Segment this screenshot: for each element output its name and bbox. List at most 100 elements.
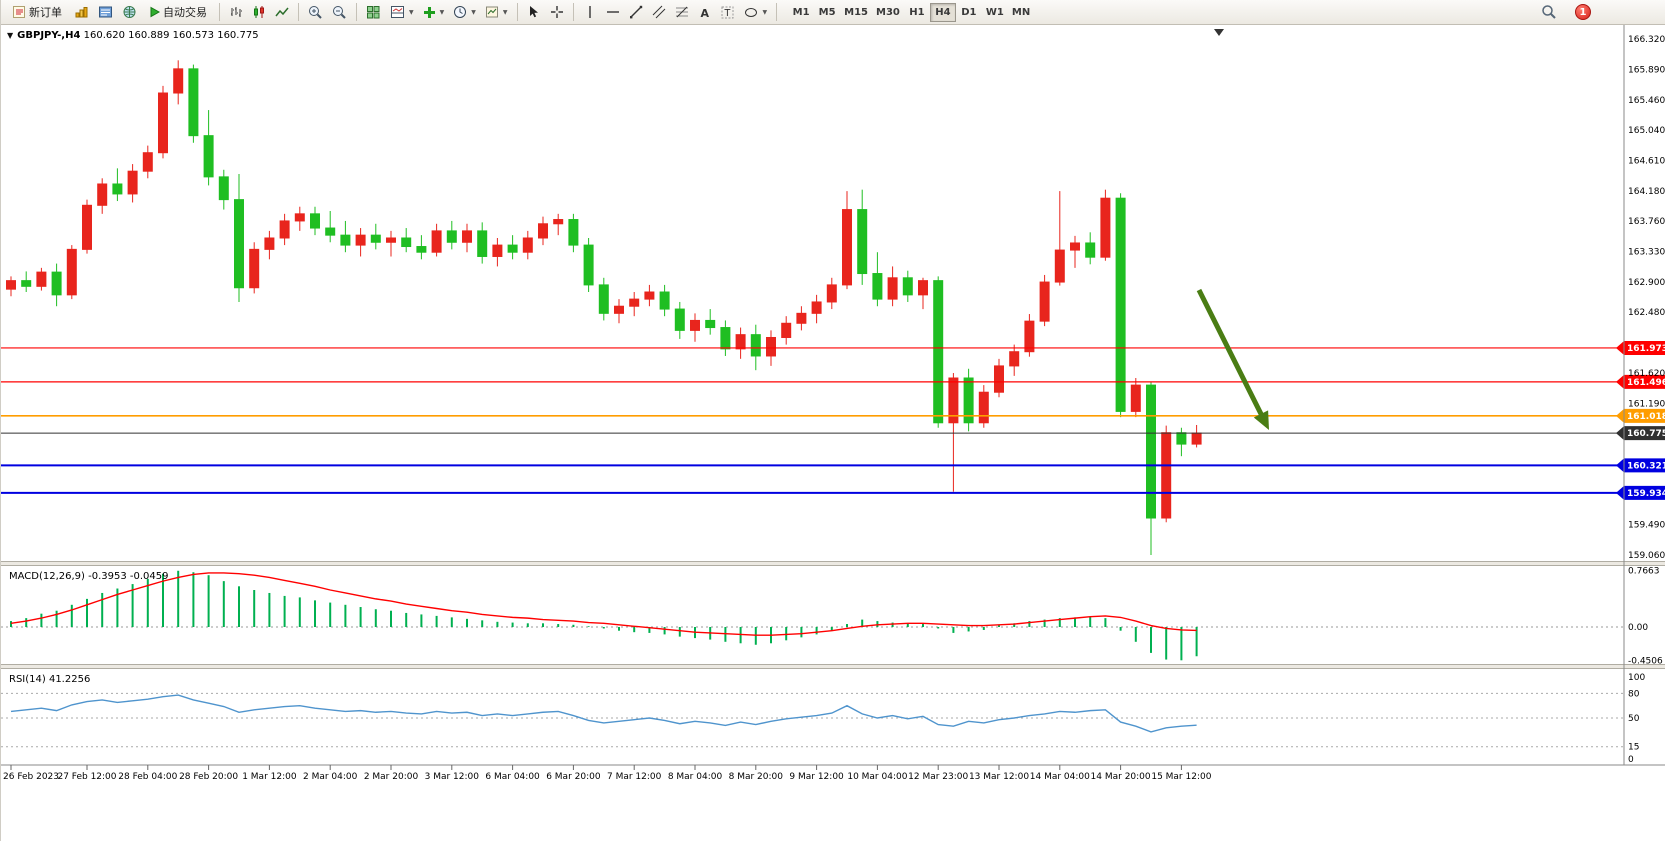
- bar-chart-icon: [231, 7, 242, 17]
- macd-axis-tick: 0.7663: [1628, 566, 1660, 576]
- macd-axis-tick: 0.00: [1628, 623, 1648, 633]
- candle: [644, 284, 655, 307]
- zoom-out-button[interactable]: [328, 2, 351, 23]
- dropdown-caret-icon: ▼: [409, 8, 414, 16]
- pane-separator[interactable]: [1, 664, 1665, 669]
- price-axis-tick: 165.040: [1628, 126, 1665, 136]
- candle: [446, 220, 457, 250]
- time-axis-label: 7 Mar 12:00: [607, 772, 662, 782]
- timeframe-w1-button[interactable]: W1: [982, 3, 1008, 22]
- trendline-icon: [629, 5, 642, 19]
- time-axis-label: 3 Mar 12:00: [425, 772, 480, 782]
- chart-shift-marker-icon[interactable]: [1214, 29, 1224, 36]
- trendline-tool-button[interactable]: [625, 2, 647, 23]
- candle: [173, 60, 184, 105]
- candle: [142, 145, 153, 179]
- timeframe-m1-button[interactable]: M1: [788, 3, 814, 22]
- fibonacci-icon: [675, 6, 688, 18]
- add-indicator-button[interactable]: ▼: [419, 2, 449, 23]
- trend-arrow-annotation[interactable]: [1196, 288, 1269, 430]
- candle: [1130, 378, 1141, 418]
- price-axis-tick: 163.330: [1628, 247, 1665, 257]
- price-badge: 160.321: [1616, 458, 1665, 473]
- candle: [51, 263, 62, 307]
- svg-text:161.973: 161.973: [1627, 344, 1665, 354]
- cursor-tool-button[interactable]: [523, 2, 545, 23]
- price-axis-tick: 162.480: [1628, 308, 1665, 318]
- profile-button[interactable]: [70, 2, 93, 23]
- candle: [629, 292, 640, 317]
- tile-windows-button[interactable]: [362, 2, 385, 23]
- rsi-axis-tick: 100: [1628, 673, 1645, 683]
- candle: [234, 174, 244, 302]
- svg-text:T: T: [724, 8, 731, 19]
- dropdown-caret-icon: ▼: [439, 8, 445, 16]
- timeframe-m30-button[interactable]: M30: [872, 3, 904, 22]
- candles-layer: [6, 60, 1202, 555]
- timeframe-d1-button[interactable]: D1: [956, 3, 982, 22]
- add-indicator-plus-icon: [423, 6, 435, 18]
- new-order-button[interactable]: 新订单: [5, 2, 69, 23]
- candlestick-chart-type-button[interactable]: [248, 2, 270, 23]
- svg-text:A: A: [701, 7, 710, 19]
- pane-separator[interactable]: [1, 561, 1665, 566]
- candle: [1085, 232, 1096, 265]
- candle: [1161, 425, 1172, 523]
- periods-button[interactable]: ▼: [449, 2, 480, 23]
- svg-text:160.775: 160.775: [1627, 429, 1665, 439]
- price-axis-tick: 159.060: [1628, 551, 1665, 561]
- rsi-line: [10, 694, 1197, 733]
- candle: [994, 358, 1004, 398]
- navigator-button[interactable]: [118, 2, 141, 23]
- market-watch-button[interactable]: [94, 2, 117, 23]
- timeframe-h4-button[interactable]: H4: [929, 2, 956, 22]
- candle: [97, 178, 108, 214]
- line-chart-type-button[interactable]: [271, 2, 293, 23]
- zoom-in-button[interactable]: [304, 2, 327, 23]
- candle: [674, 301, 685, 339]
- timeframe-m5-button[interactable]: M5: [814, 3, 840, 22]
- timeframe-m15-button[interactable]: M15: [840, 3, 872, 22]
- price-axis-tick: 161.190: [1628, 400, 1665, 410]
- candle: [918, 277, 928, 310]
- candle: [811, 294, 822, 324]
- bar-chart-type-button[interactable]: [225, 2, 247, 23]
- search-button[interactable]: [1537, 2, 1561, 23]
- text-tool-button[interactable]: A: [694, 2, 716, 23]
- horizontal-line-tool-button[interactable]: [602, 2, 624, 23]
- candle: [279, 213, 290, 246]
- price-badge: 159.934: [1616, 485, 1665, 500]
- candle: [264, 230, 275, 260]
- candle: [188, 64, 199, 143]
- vertical-line-tool-button[interactable]: [579, 2, 601, 23]
- timeframe-h1-button[interactable]: H1: [904, 3, 930, 22]
- auto-trading-play-icon: [150, 6, 160, 18]
- main-toolbar: 新订单 自动交易: [1, 0, 1665, 25]
- indicators-window-button[interactable]: ▼: [386, 2, 418, 23]
- auto-trading-button[interactable]: 自动交易: [142, 2, 214, 23]
- shapes-tool-button[interactable]: ▼: [740, 2, 772, 23]
- label-tool-button[interactable]: T: [717, 2, 739, 23]
- notification-badge[interactable]: 1: [1575, 4, 1591, 20]
- search-icon: [1542, 5, 1556, 19]
- candle: [1100, 189, 1111, 261]
- horizontal-line-icon: [606, 11, 619, 13]
- price-axis-tick: 165.890: [1628, 66, 1665, 76]
- timeframe-mn-button[interactable]: MN: [1008, 3, 1034, 22]
- label-icon: T: [721, 6, 734, 19]
- fibonacci-tool-button[interactable]: [671, 2, 693, 23]
- templates-button[interactable]: ▼: [481, 2, 512, 23]
- chart-canvas[interactable]: 161.973 161.496 161.018 160.775 160.321 159.9…: [1, 25, 1665, 841]
- template-icon: [485, 6, 498, 18]
- candle: [401, 228, 412, 253]
- navigator-globe-icon: [123, 6, 136, 18]
- candle: [872, 252, 883, 307]
- candle: [6, 276, 16, 297]
- candle: [568, 213, 579, 253]
- candle: [431, 223, 442, 257]
- crosshair-tool-button[interactable]: [546, 2, 568, 23]
- channel-tool-button[interactable]: [648, 2, 670, 23]
- macd-axis-tick: -0.4506: [1628, 656, 1663, 666]
- candle: [522, 230, 533, 260]
- svg-text:160.321: 160.321: [1627, 461, 1665, 471]
